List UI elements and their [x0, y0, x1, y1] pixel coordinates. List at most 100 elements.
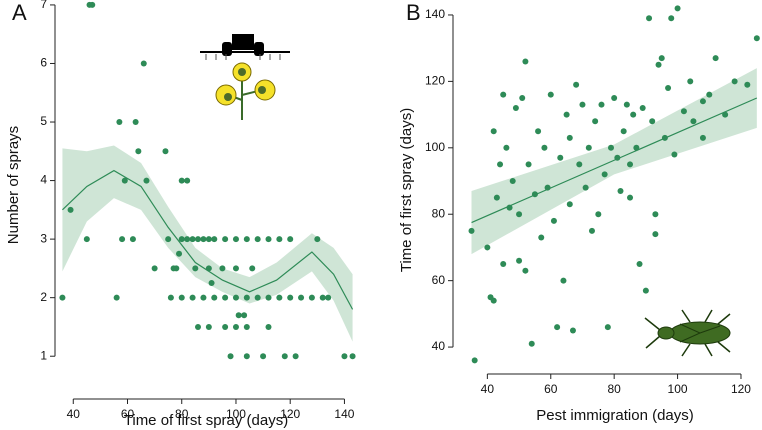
x-tick-label: 40	[67, 407, 81, 421]
x-tick-label: 60	[544, 382, 558, 396]
data-point	[490, 128, 497, 135]
data-point	[287, 294, 294, 301]
confidence-band	[471, 68, 757, 255]
data-point	[525, 161, 532, 168]
x-tick-label: 120	[731, 382, 751, 396]
data-point	[281, 353, 288, 360]
x-tick-label: 140	[334, 407, 354, 421]
data-point	[170, 265, 177, 272]
data-point	[646, 15, 653, 22]
data-point	[636, 261, 643, 268]
data-point	[260, 353, 267, 360]
data-point	[119, 236, 126, 243]
data-point	[468, 227, 475, 234]
data-point	[627, 194, 634, 201]
y-tick-label: 140	[425, 7, 445, 21]
x-tick-label: 40	[481, 382, 495, 396]
x-tick-label: 100	[668, 382, 688, 396]
data-point	[604, 324, 611, 331]
data-point	[566, 201, 573, 208]
data-point	[192, 265, 199, 272]
data-point	[287, 236, 294, 243]
data-point	[265, 294, 272, 301]
data-point	[232, 265, 239, 272]
data-point	[121, 177, 128, 184]
data-point	[554, 324, 561, 331]
data-point	[276, 294, 283, 301]
data-point	[195, 323, 202, 330]
data-point	[184, 236, 191, 243]
data-point	[116, 119, 123, 126]
data-point	[557, 154, 564, 161]
data-point	[319, 294, 326, 301]
data-point	[658, 55, 665, 62]
data-point	[579, 101, 586, 108]
data-point	[178, 177, 185, 184]
data-point	[576, 161, 583, 168]
panel-label: B	[406, 0, 421, 25]
data-point	[195, 236, 202, 243]
data-point	[620, 128, 627, 135]
data-point	[500, 91, 507, 98]
y-axis-title: Number of sprays	[5, 126, 22, 244]
fit-line	[62, 169, 354, 310]
data-point	[706, 91, 713, 98]
data-point	[652, 211, 659, 218]
y-tick-label: 7	[40, 0, 47, 11]
data-point	[219, 265, 226, 272]
data-point	[308, 294, 315, 301]
data-point	[563, 111, 570, 118]
data-point	[699, 98, 706, 105]
y-tick-label: 100	[425, 140, 445, 154]
data-point	[601, 171, 608, 178]
data-point	[655, 61, 662, 68]
data-point	[89, 1, 96, 8]
data-point	[639, 104, 646, 111]
data-point	[222, 294, 229, 301]
data-point	[208, 280, 215, 287]
sprayer-icon	[200, 34, 290, 120]
data-point	[243, 236, 250, 243]
data-point	[595, 211, 602, 218]
x-tick-label: 80	[607, 382, 621, 396]
data-point	[184, 177, 191, 184]
data-point	[140, 60, 147, 67]
data-point	[573, 81, 580, 88]
data-point	[165, 236, 172, 243]
y-axis-title: Time of first spray (days)	[398, 108, 415, 272]
data-point	[205, 323, 212, 330]
y-tick-label: 4	[40, 173, 47, 187]
data-point	[503, 144, 510, 151]
bug-icon	[644, 309, 731, 357]
data-point	[232, 323, 239, 330]
x-tick-label: 120	[280, 407, 300, 421]
data-point	[731, 78, 738, 85]
x-tick-label: 80	[175, 407, 189, 421]
data-point	[522, 267, 529, 274]
data-point	[608, 144, 614, 151]
y-tick-label: 3	[40, 231, 47, 245]
y-tick-label: 40	[432, 339, 446, 353]
data-point	[538, 234, 545, 241]
data-point	[222, 323, 229, 330]
data-point	[516, 257, 523, 264]
y-tick-label: 2	[40, 290, 47, 304]
data-point	[516, 211, 523, 218]
data-point	[249, 265, 256, 272]
y-tick-label: 1	[40, 348, 47, 362]
data-point	[588, 227, 595, 234]
data-point	[189, 294, 196, 301]
x-tick-label: 100	[226, 407, 246, 421]
data-point	[222, 236, 229, 243]
data-point	[232, 236, 239, 243]
y-tick-label: 6	[40, 56, 47, 70]
data-point	[512, 104, 519, 111]
data-point	[623, 101, 630, 108]
data-point	[341, 353, 348, 360]
data-point	[582, 184, 589, 191]
y-tick-label: 120	[425, 74, 445, 88]
data-point	[178, 236, 185, 243]
data-point	[617, 187, 624, 194]
panel-label: A	[12, 0, 27, 25]
